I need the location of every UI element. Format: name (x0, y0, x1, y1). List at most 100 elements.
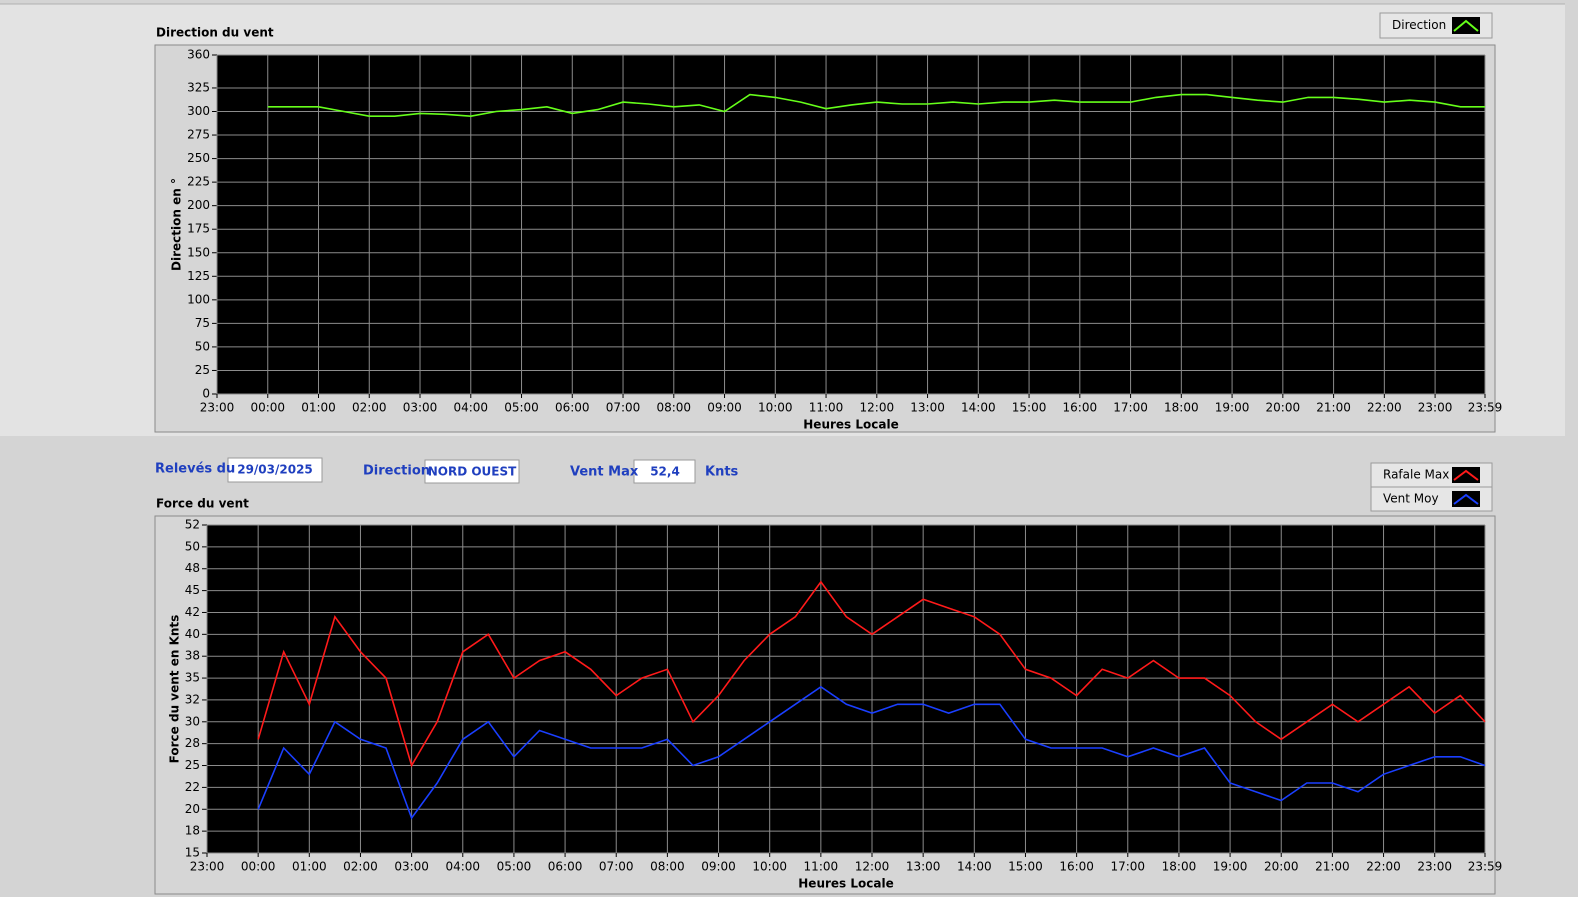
x-tick-label: 23:00 (200, 401, 235, 415)
x-tick-label: 02:00 (343, 860, 378, 874)
y-tick-label: 325 (187, 80, 210, 94)
legend-label: Vent Moy (1383, 492, 1439, 506)
field-label: Direction (363, 464, 430, 479)
data-line (257, 685, 1486, 820)
legend-line (1453, 19, 1479, 32)
y-tick-label: 225 (187, 175, 210, 189)
y-tick-label: 0 (202, 387, 210, 401)
plot-area (207, 525, 1485, 853)
x-tick-label: 16:00 (1059, 860, 1094, 874)
y-tick-label: 48 (185, 561, 200, 575)
x-tick-label: 00:00 (250, 401, 285, 415)
field-label: Relevés du (155, 462, 235, 477)
x-tick-label: 13:00 (906, 860, 941, 874)
x-axis-label: Heures Locale (798, 877, 893, 891)
x-tick-label: 10:00 (758, 401, 793, 415)
x-tick-label: 01:00 (301, 401, 336, 415)
y-tick-label: 300 (187, 104, 210, 118)
y-tick-label: 50 (185, 539, 200, 553)
x-tick-label: 10:00 (752, 860, 787, 874)
x-tick-label: 22:00 (1366, 860, 1401, 874)
field-value: 29/03/2025 (237, 463, 313, 477)
y-tick-label: 18 (185, 824, 200, 838)
legend-icon (1452, 17, 1480, 34)
x-tick-label: 23:59 (1468, 860, 1503, 874)
x-tick-label: 09:00 (701, 860, 736, 874)
x-tick-label: 00:00 (241, 860, 276, 874)
x-tick-label: 21:00 (1316, 401, 1351, 415)
chart-title: Force du vent (156, 497, 249, 511)
y-tick-label: 360 (187, 48, 210, 62)
x-tick-label: 04:00 (453, 401, 488, 415)
x-tick-label: 09:00 (707, 401, 742, 415)
x-tick-label: 15:00 (1012, 401, 1047, 415)
x-tick-label: 20:00 (1264, 860, 1299, 874)
x-tick-label: 17:00 (1113, 401, 1148, 415)
x-tick-label: 03:00 (403, 401, 438, 415)
x-tick-label: 23:00 (1417, 860, 1452, 874)
x-tick-label: 23:00 (190, 860, 225, 874)
y-tick-label: 52 (185, 518, 200, 532)
x-tick-label: 15:00 (1008, 860, 1043, 874)
y-tick-label: 175 (187, 222, 210, 236)
field-box (227, 457, 323, 483)
data-line (267, 93, 1485, 118)
legend-icon (1452, 491, 1480, 507)
x-tick-label: 05:00 (504, 401, 539, 415)
x-tick-label: 11:00 (809, 401, 844, 415)
x-tick-label: 07:00 (606, 401, 641, 415)
y-tick-label: 50 (195, 339, 210, 353)
x-tick-label: 22:00 (1367, 401, 1402, 415)
x-tick-label: 19:00 (1215, 401, 1250, 415)
y-tick-label: 25 (195, 363, 210, 377)
y-tick-label: 30 (185, 714, 200, 728)
plot-area (217, 55, 1485, 394)
field-box (633, 459, 696, 484)
y-tick-label: 42 (185, 605, 200, 619)
x-tick-label: 12:00 (860, 401, 895, 415)
y-tick-label: 275 (187, 128, 210, 142)
x-tick-label: 13:00 (910, 401, 945, 415)
y-tick-label: 125 (187, 269, 210, 283)
x-tick-label: 03:00 (394, 860, 429, 874)
y-axis-label: Force du vent en Knts (168, 615, 182, 764)
y-tick-label: 75 (195, 316, 210, 330)
x-tick-label: 06:00 (548, 860, 583, 874)
x-tick-label: 07:00 (599, 860, 634, 874)
y-tick-label: 32 (185, 692, 200, 706)
legend-line (1453, 493, 1479, 505)
y-tick-label: 200 (187, 198, 210, 212)
field-label: Vent Max (570, 465, 639, 480)
x-tick-label: 20:00 (1266, 401, 1301, 415)
y-tick-label: 35 (185, 671, 200, 685)
x-tick-label: 19:00 (1213, 860, 1248, 874)
y-tick-label: 45 (185, 583, 200, 597)
y-tick-label: 38 (185, 649, 200, 663)
x-tick-label: 16:00 (1063, 401, 1098, 415)
x-tick-label: 18:00 (1162, 860, 1197, 874)
x-tick-label: 08:00 (656, 401, 691, 415)
y-tick-label: 40 (185, 627, 200, 641)
x-tick-label: 01:00 (292, 860, 327, 874)
x-tick-label: 12:00 (855, 860, 890, 874)
y-tick-label: 25 (185, 758, 200, 772)
x-axis-label: Heures Locale (803, 418, 898, 432)
field-unit: Knts (705, 465, 739, 480)
legend-label: Direction (1392, 18, 1446, 32)
y-tick-label: 250 (187, 151, 210, 165)
x-tick-label: 14:00 (961, 401, 996, 415)
y-tick-label: 150 (187, 245, 210, 259)
y-tick-label: 20 (185, 802, 200, 816)
field-value: 52,4 (650, 465, 680, 479)
chart-title: Direction du vent (156, 26, 274, 40)
y-tick-label: 100 (187, 292, 210, 306)
field-box (424, 459, 520, 484)
field-value: NORD OUEST (428, 465, 517, 479)
x-tick-label: 18:00 (1164, 401, 1199, 415)
y-tick-label: 15 (185, 846, 200, 860)
x-tick-label: 04:00 (445, 860, 480, 874)
x-tick-label: 08:00 (650, 860, 685, 874)
data-line (257, 580, 1486, 768)
